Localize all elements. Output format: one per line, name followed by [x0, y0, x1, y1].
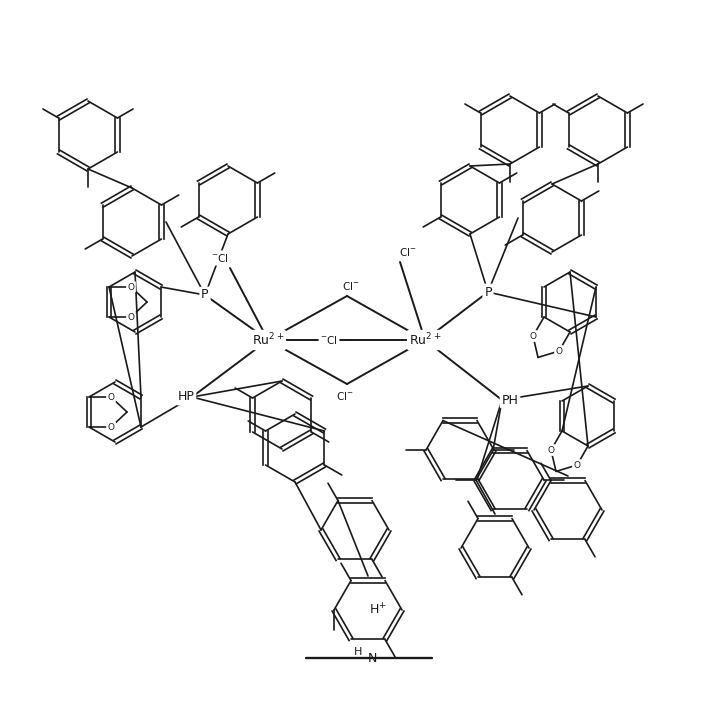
Text: O: O — [573, 460, 580, 470]
Text: O: O — [555, 347, 562, 355]
Text: O: O — [108, 393, 115, 401]
Text: O: O — [108, 422, 115, 432]
Text: Ru$^{2+}$: Ru$^{2+}$ — [252, 332, 284, 348]
Text: H$^{+}$: H$^{+}$ — [369, 602, 387, 617]
Text: P: P — [201, 289, 209, 302]
Text: Ru$^{2+}$: Ru$^{2+}$ — [409, 332, 441, 348]
Text: N: N — [367, 651, 377, 664]
Text: Cl$^{-}$: Cl$^{-}$ — [342, 280, 360, 292]
Text: P: P — [484, 286, 492, 299]
Text: HP: HP — [178, 391, 194, 404]
Text: Cl$^{-}$: Cl$^{-}$ — [399, 246, 417, 258]
Text: O: O — [547, 446, 554, 454]
Text: H: H — [354, 647, 362, 657]
Text: O: O — [128, 312, 134, 322]
Text: PH: PH — [502, 393, 518, 406]
Text: Cl$^{-}$: Cl$^{-}$ — [336, 390, 354, 402]
Text: O: O — [128, 282, 134, 292]
Text: $^{-}$Cl: $^{-}$Cl — [211, 252, 229, 264]
Text: $^{-}$Cl: $^{-}$Cl — [320, 334, 338, 346]
Text: O: O — [529, 332, 536, 340]
